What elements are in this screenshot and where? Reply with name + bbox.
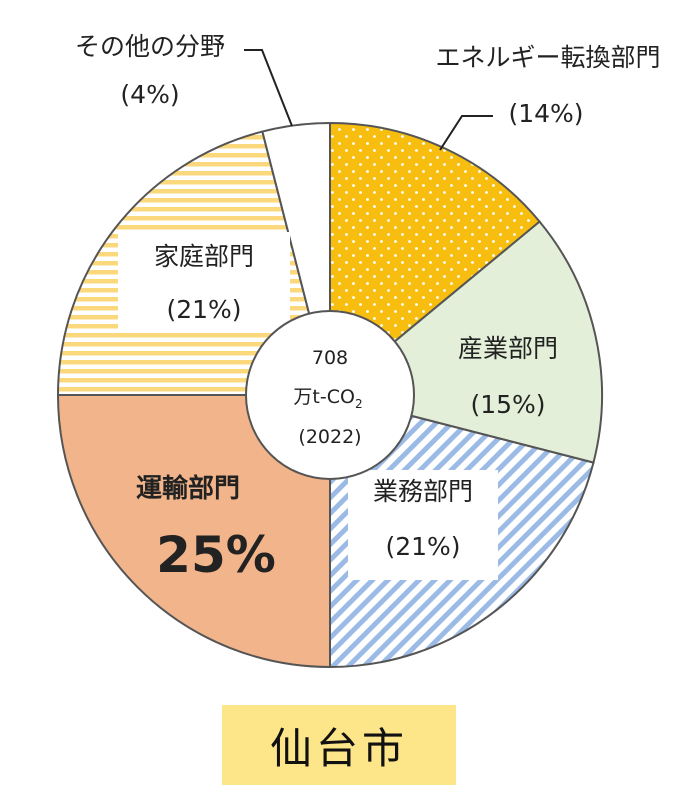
slice-label-business: 業務部門	[373, 477, 473, 506]
center-unit-subscript: 2	[355, 397, 363, 411]
center-unit-main: 万t-CO	[293, 386, 355, 408]
slice-pct-industry: (15%)	[470, 390, 545, 419]
leader-line-other	[244, 49, 293, 127]
slice-pct-household: (21%)	[166, 295, 241, 324]
center-unit: 万t-CO2	[293, 386, 362, 411]
slice-pct-transport: 25%	[156, 526, 276, 584]
pie-slice-transport	[56, 394, 331, 669]
slice-label-household: 家庭部門	[154, 242, 254, 271]
slice-label-industry: 産業部門	[458, 334, 558, 363]
pie-chart: その他の分野 (4%) エネルギー転換部門 (14%) 産業部門 (15%) 業…	[56, 32, 661, 669]
slice-pct-energy: (14%)	[508, 99, 583, 128]
label-box-business	[348, 470, 498, 580]
label-box-household	[118, 232, 290, 332]
slice-label-energy: エネルギー転換部門	[435, 43, 660, 72]
pie-slice-energy	[329, 121, 541, 398]
center-hole	[245, 310, 415, 480]
slice-label-other: その他の分野	[75, 32, 225, 61]
slice-label-transport: 運輸部門	[136, 473, 240, 504]
leader-line-energy	[439, 115, 493, 151]
center-total: 708	[312, 347, 348, 369]
slice-pct-business: (21%)	[385, 532, 460, 561]
slice-pct-other: (4%)	[120, 80, 179, 109]
city-name: 仙台市	[269, 723, 408, 773]
center-year: (2022)	[298, 426, 361, 448]
city-label-box: 仙台市	[222, 705, 456, 785]
